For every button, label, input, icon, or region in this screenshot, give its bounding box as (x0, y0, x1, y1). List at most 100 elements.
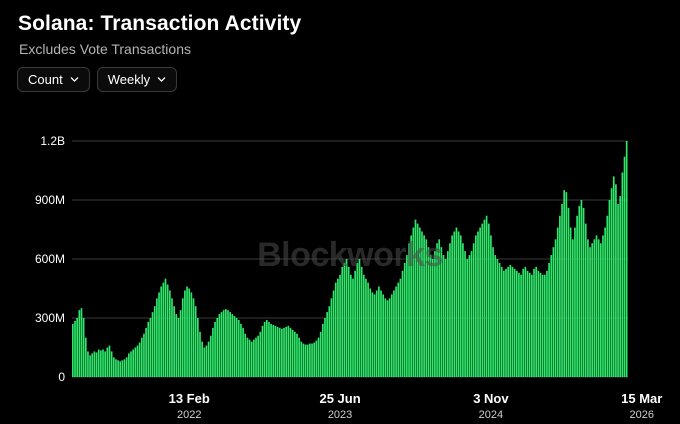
bar (326, 312, 328, 377)
bar (365, 278, 367, 377)
bar (485, 215, 488, 377)
bar (360, 266, 363, 377)
bar (136, 345, 139, 377)
bar (227, 310, 229, 377)
bar (474, 235, 477, 377)
bar (261, 325, 264, 377)
bar (229, 312, 231, 377)
bar (179, 310, 182, 377)
bar (468, 255, 471, 377)
bar (186, 286, 188, 377)
metric-dropdown-label: Count (28, 72, 63, 87)
bar (494, 255, 497, 377)
bar (537, 270, 540, 377)
bar (343, 262, 346, 377)
metric-dropdown[interactable]: Count (17, 67, 90, 92)
bar (606, 215, 609, 377)
bar (216, 318, 219, 377)
y-tick-label: 0 (58, 370, 65, 384)
bar (539, 272, 542, 377)
bar (121, 360, 124, 377)
bar (617, 203, 619, 377)
bar (524, 266, 527, 377)
bar (412, 227, 415, 377)
bar (347, 266, 350, 377)
bar (451, 235, 453, 377)
chart-title: Solana: Transaction Activity (18, 12, 302, 35)
bar (410, 235, 413, 377)
bar (319, 331, 322, 377)
bar (554, 239, 557, 377)
bar (367, 282, 369, 377)
bar (212, 327, 214, 377)
bar (128, 353, 130, 377)
bar (125, 357, 128, 377)
bar (265, 319, 268, 377)
bar (334, 282, 337, 377)
bar (546, 270, 548, 377)
bar (509, 264, 512, 377)
bar (455, 227, 458, 377)
bar (263, 321, 266, 377)
bar (168, 290, 171, 377)
bar (380, 290, 382, 377)
bar (315, 340, 318, 377)
bar (604, 227, 606, 377)
bar (89, 355, 91, 377)
bar (515, 270, 518, 377)
bar (582, 207, 585, 377)
bar (339, 274, 341, 377)
bar (416, 223, 419, 377)
bar (556, 227, 559, 377)
bar (414, 219, 417, 377)
bar (218, 314, 221, 377)
bar (192, 298, 195, 377)
interval-dropdown-label: Weekly (107, 72, 151, 87)
bar (382, 294, 385, 377)
bar (427, 247, 430, 377)
bar (194, 306, 197, 377)
bar (619, 196, 622, 377)
bar (418, 227, 421, 377)
bar (431, 259, 434, 377)
bar (248, 339, 251, 377)
bar (268, 321, 270, 377)
x-tick-year: 2026 (630, 409, 654, 421)
bar (375, 290, 378, 377)
bar (276, 326, 279, 377)
bar (281, 328, 283, 377)
bar (285, 326, 288, 377)
bar (181, 298, 184, 377)
bar (625, 141, 628, 377)
bar (313, 342, 316, 377)
bar (526, 270, 529, 377)
x-tick-label: 25 Jun (319, 391, 360, 406)
bar (584, 223, 587, 377)
bar (423, 235, 425, 377)
bar (444, 259, 447, 377)
bar (550, 255, 553, 377)
bar (296, 333, 298, 377)
bar (492, 247, 494, 377)
bar (201, 341, 203, 377)
bar (462, 243, 464, 377)
bar (231, 314, 234, 377)
bar (214, 321, 216, 377)
bar (115, 359, 117, 377)
bar (196, 318, 199, 377)
bar (233, 316, 236, 377)
bar (597, 239, 600, 377)
bar (576, 215, 578, 377)
bar (306, 344, 309, 377)
bar (595, 235, 598, 377)
bar (498, 262, 501, 377)
bar (621, 172, 624, 377)
bar (548, 262, 550, 377)
bar (500, 266, 503, 377)
bar (76, 318, 78, 377)
bar (535, 266, 538, 377)
bar (291, 329, 294, 377)
interval-dropdown[interactable]: Weekly (96, 67, 178, 92)
bar (513, 268, 516, 377)
bar (207, 341, 210, 377)
